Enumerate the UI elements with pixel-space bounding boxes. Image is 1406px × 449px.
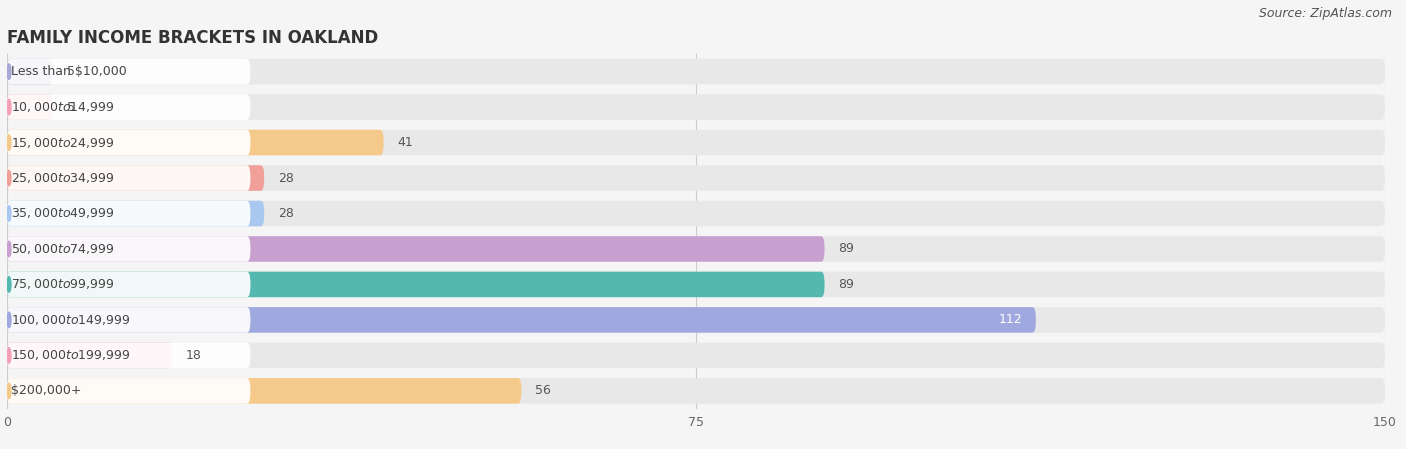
Circle shape [7,348,11,363]
FancyBboxPatch shape [7,272,824,297]
FancyBboxPatch shape [7,343,1385,368]
Circle shape [7,99,11,115]
FancyBboxPatch shape [7,94,53,120]
Text: $150,000 to $199,999: $150,000 to $199,999 [11,348,131,362]
Circle shape [7,64,11,79]
Circle shape [7,312,11,328]
Text: 28: 28 [278,172,294,185]
FancyBboxPatch shape [7,307,250,333]
FancyBboxPatch shape [7,378,1385,404]
FancyBboxPatch shape [7,307,1036,333]
FancyBboxPatch shape [7,343,173,368]
FancyBboxPatch shape [7,130,1385,155]
FancyBboxPatch shape [7,378,522,404]
FancyBboxPatch shape [7,94,1385,120]
Circle shape [7,135,11,150]
Text: 89: 89 [838,242,855,255]
Circle shape [7,241,11,257]
FancyBboxPatch shape [7,236,250,262]
Text: 112: 112 [998,313,1022,326]
Text: $50,000 to $74,999: $50,000 to $74,999 [11,242,115,256]
FancyBboxPatch shape [7,236,1385,262]
Text: $25,000 to $34,999: $25,000 to $34,999 [11,171,115,185]
Text: $75,000 to $99,999: $75,000 to $99,999 [11,277,115,291]
FancyBboxPatch shape [7,165,1385,191]
Text: 41: 41 [398,136,413,149]
FancyBboxPatch shape [7,59,1385,84]
FancyBboxPatch shape [7,94,250,120]
FancyBboxPatch shape [7,378,250,404]
FancyBboxPatch shape [7,165,264,191]
Text: $35,000 to $49,999: $35,000 to $49,999 [11,207,115,220]
FancyBboxPatch shape [7,59,53,84]
Circle shape [7,206,11,221]
FancyBboxPatch shape [7,201,1385,226]
FancyBboxPatch shape [7,343,250,368]
Text: Source: ZipAtlas.com: Source: ZipAtlas.com [1258,7,1392,20]
Text: $200,000+: $200,000+ [11,384,82,397]
Circle shape [7,383,11,399]
Circle shape [7,170,11,186]
Text: 28: 28 [278,207,294,220]
FancyBboxPatch shape [7,165,250,191]
FancyBboxPatch shape [7,307,1385,333]
FancyBboxPatch shape [7,272,1385,297]
Text: 5: 5 [66,101,75,114]
Text: $15,000 to $24,999: $15,000 to $24,999 [11,136,115,150]
FancyBboxPatch shape [7,201,264,226]
Text: 56: 56 [536,384,551,397]
Text: Less than $10,000: Less than $10,000 [11,65,127,78]
Text: 89: 89 [838,278,855,291]
FancyBboxPatch shape [7,272,250,297]
Text: $100,000 to $149,999: $100,000 to $149,999 [11,313,131,327]
FancyBboxPatch shape [7,236,824,262]
FancyBboxPatch shape [7,59,250,84]
FancyBboxPatch shape [7,130,250,155]
Circle shape [7,277,11,292]
Text: 5: 5 [66,65,75,78]
Text: 18: 18 [186,349,202,362]
FancyBboxPatch shape [7,201,250,226]
Text: FAMILY INCOME BRACKETS IN OAKLAND: FAMILY INCOME BRACKETS IN OAKLAND [7,29,378,47]
Text: $10,000 to $14,999: $10,000 to $14,999 [11,100,115,114]
FancyBboxPatch shape [7,130,384,155]
